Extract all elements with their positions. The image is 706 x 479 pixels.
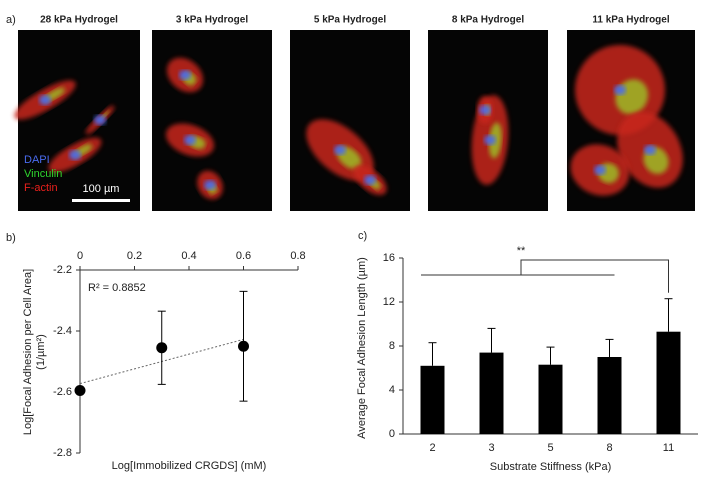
image-title: 3 kPa Hydrogel [176, 15, 248, 26]
bar [538, 364, 563, 434]
panel-label: b) [6, 232, 16, 244]
x-axis-label: Substrate Stiffness (kPa) [490, 461, 611, 473]
y-axis-label: Average Focal Adhesion Length (µm) [356, 257, 368, 439]
scale-label: 100 µm [83, 183, 120, 195]
y-tick-label: -2.4 [53, 325, 72, 337]
x-tick-label: 11 [663, 442, 674, 454]
y-tick-label: 16 [383, 252, 395, 264]
y-tick-label: 8 [389, 340, 395, 352]
image-title: 11 kPa Hydrogel [592, 15, 669, 26]
bar [656, 331, 681, 434]
x-tick-label: 3 [488, 442, 494, 454]
nucleus [594, 165, 606, 175]
x-tick-label: 0.8 [290, 250, 305, 262]
panel-label: c) [358, 230, 367, 242]
nucleus [39, 95, 51, 105]
x-tick-label: 8 [606, 442, 612, 454]
image-title: 8 kPa Hydrogel [452, 15, 524, 26]
nucleus [614, 85, 626, 95]
micrograph [290, 30, 410, 211]
y-tick-label: 12 [383, 296, 395, 308]
scale-bar [72, 199, 130, 202]
x-tick-label: 5 [547, 442, 553, 454]
stain-label: DAPI [24, 154, 50, 166]
bracket [520, 259, 669, 293]
data-point [156, 342, 168, 354]
y-tick-label: -2.8 [53, 447, 72, 459]
x-axis-label: Log[Immobilized CRGDS] (mM) [112, 460, 267, 472]
nucleus [94, 115, 106, 125]
stain-label: F-actin [24, 182, 58, 194]
image-title: 5 kPa Hydrogel [314, 15, 386, 26]
y-tick-label: 0 [389, 428, 395, 440]
y-tick-label: -2.6 [53, 386, 72, 398]
x-tick-label: 0.6 [236, 250, 251, 262]
nucleus [334, 145, 346, 155]
y-tick-label: 4 [389, 384, 395, 396]
y-tick-label: -2.2 [53, 264, 72, 276]
annotation: R² = 0.8852 [88, 282, 146, 294]
x-tick-label: 0.2 [127, 250, 142, 262]
nucleus [364, 175, 376, 185]
bar [479, 352, 504, 434]
micrograph [18, 30, 140, 211]
data-point [74, 384, 86, 396]
x-tick-label: 2 [429, 442, 435, 454]
nucleus [184, 135, 196, 145]
y-axis-label: (1/µm²) [35, 334, 47, 370]
y-axis-label: Log[Focal Adhesion per Cell Area] [22, 269, 34, 435]
x-tick-label: 0 [77, 250, 83, 262]
nucleus [479, 105, 491, 115]
micrographs [14, 30, 695, 211]
stain-label: Vinculin [24, 168, 62, 180]
image-title: 28 kPa Hydrogel [40, 15, 118, 26]
significance: ** [517, 245, 526, 257]
data-point [238, 340, 249, 352]
nucleus [179, 70, 191, 80]
bar [597, 357, 622, 434]
nucleus [69, 150, 81, 160]
nucleus [204, 180, 216, 190]
nucleus [644, 145, 656, 155]
x-tick-label: 0.4 [181, 250, 196, 262]
panel-label: a) [6, 14, 16, 26]
nucleus [484, 135, 496, 145]
bar [420, 365, 445, 434]
